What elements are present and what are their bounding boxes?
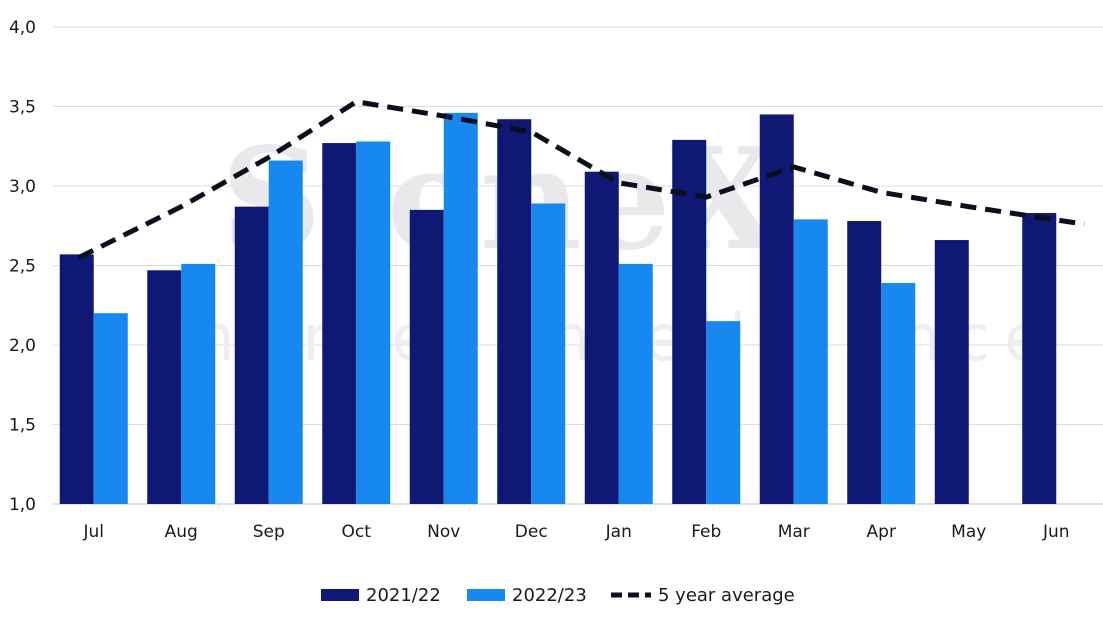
y-tick-label: 2,5 xyxy=(9,257,36,277)
y-tick-label: 1,0 xyxy=(9,495,36,515)
legend-label: 2021/22 xyxy=(366,585,441,606)
bar-2022-23-sep xyxy=(268,160,303,504)
average-line-group xyxy=(77,99,1085,260)
bars xyxy=(59,112,1057,505)
bar-2021-22-feb xyxy=(672,139,707,504)
bar-2022-23-dec xyxy=(531,203,566,505)
bar-2021-22-may xyxy=(934,240,969,504)
bar-2021-22-mar xyxy=(759,114,794,504)
x-tick-label: Jun xyxy=(1042,522,1070,542)
y-tick-label: 3,0 xyxy=(9,177,36,197)
bar-2022-23-nov xyxy=(443,112,478,505)
bar-2021-22-jun xyxy=(1022,213,1057,504)
bar-2022-23-jul xyxy=(93,313,128,504)
bar-2022-23-feb xyxy=(706,321,741,504)
legend-label: 2022/23 xyxy=(512,585,587,606)
x-tick-label: Sep xyxy=(253,522,285,542)
y-tick-label: 3,5 xyxy=(9,98,36,118)
bar-2022-23-apr xyxy=(881,282,916,504)
bar-2021-22-dec xyxy=(497,119,532,504)
x-tick-label: Aug xyxy=(165,522,198,542)
x-tick-label: Nov xyxy=(427,522,460,542)
gridlines xyxy=(53,26,1103,505)
bar-2021-22-jan xyxy=(584,171,619,504)
x-tick-label: Feb xyxy=(691,522,721,542)
x-tick-label: Jan xyxy=(605,522,632,542)
legend: 2021/22 2022/23 5 year average xyxy=(321,585,795,606)
y-tick-label: 2,0 xyxy=(9,336,36,356)
x-tick-label: May xyxy=(951,522,986,542)
bar-2021-22-aug xyxy=(147,270,182,504)
bar-2021-22-nov xyxy=(409,209,444,504)
legend-swatch xyxy=(467,589,505,601)
bar-2022-23-oct xyxy=(356,141,391,505)
x-tick-label: Dec xyxy=(515,522,548,542)
y-tick-label: 4,0 xyxy=(9,18,36,38)
y-axis: 1,0 1,5 2,0 2,5 3,0 3,5 4,0 xyxy=(9,18,36,515)
x-tick-label: Oct xyxy=(342,522,372,542)
bar-2022-23-aug xyxy=(181,263,216,504)
x-tick-label: Jul xyxy=(82,522,104,542)
x-tick-label: Mar xyxy=(778,522,810,542)
bar-2021-22-jul xyxy=(59,254,94,504)
x-tick-label: Apr xyxy=(867,522,896,542)
x-axis: Jul Aug Sep Oct Nov Dec Jan Feb Mar Apr May Jun xyxy=(82,522,1069,542)
bar-2021-22-oct xyxy=(322,143,357,504)
bar-2022-23-mar xyxy=(793,219,828,504)
bar-2021-22-sep xyxy=(234,206,269,505)
average-line xyxy=(77,99,1085,260)
y-tick-label: 1,5 xyxy=(9,416,36,436)
legend-swatch xyxy=(321,589,359,601)
bar-2022-23-jan xyxy=(618,263,653,504)
legend-label: 5 year average xyxy=(658,585,795,606)
bar-2021-22-apr xyxy=(847,220,882,505)
